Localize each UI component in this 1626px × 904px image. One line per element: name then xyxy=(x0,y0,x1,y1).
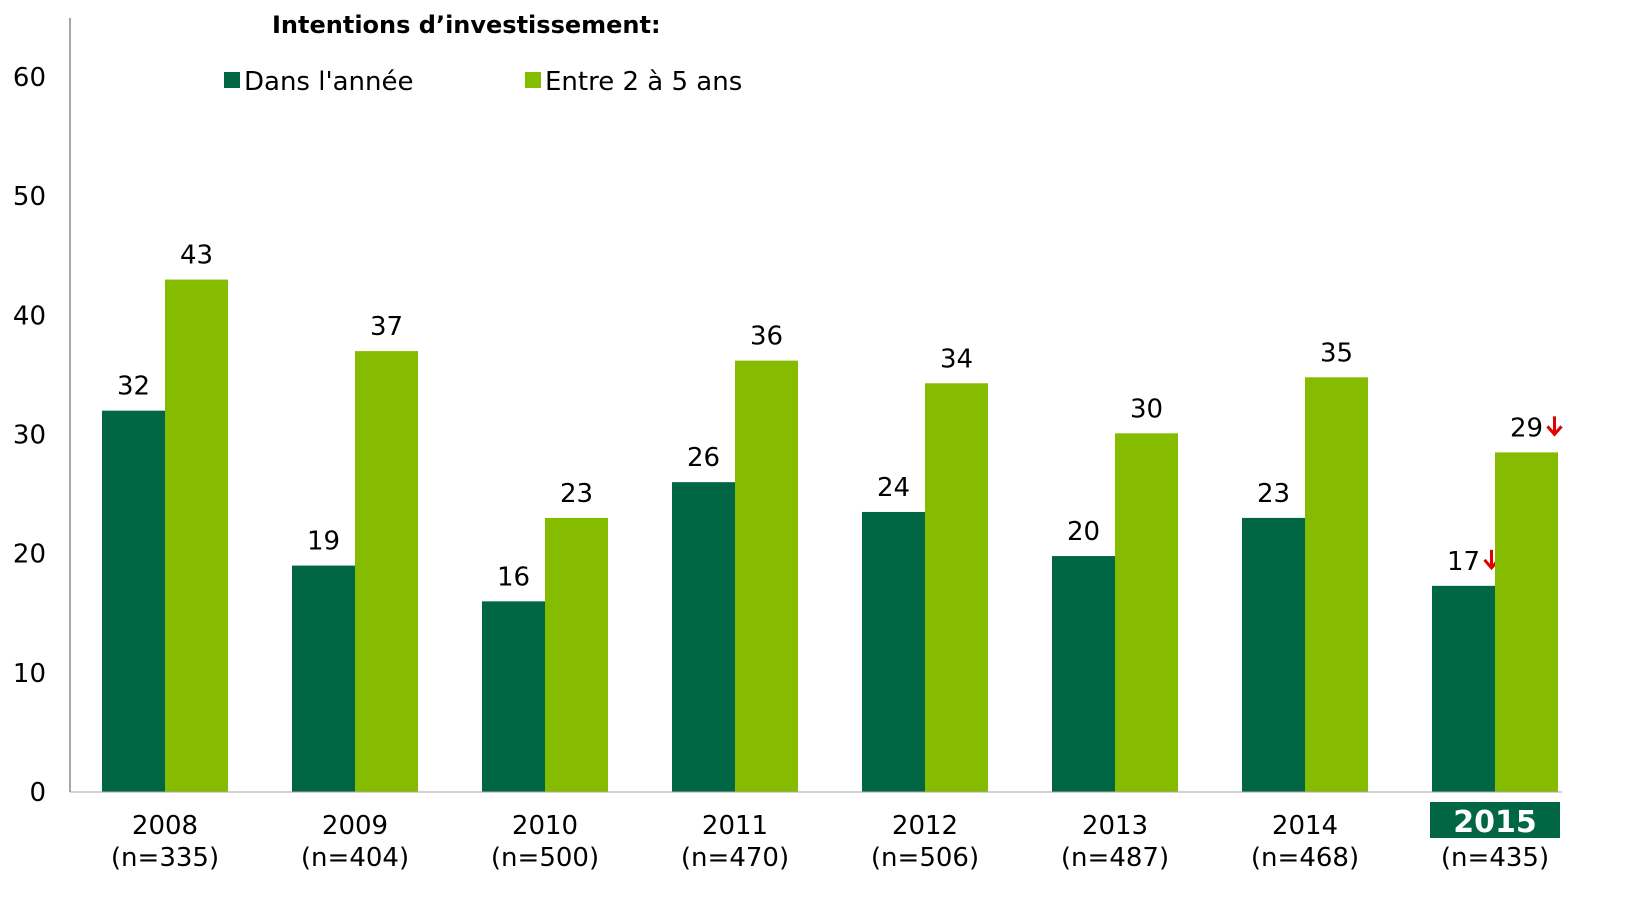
bar-dans-l-annee-2009 xyxy=(292,565,355,792)
y-tick-label: 0 xyxy=(29,778,46,808)
x-category-label-2008: 2008 xyxy=(132,811,198,841)
data-label-dans-l-annee-2012: 24 xyxy=(877,473,910,503)
x-sample-size-label-2008: (n=335) xyxy=(111,843,219,873)
y-tick-label: 40 xyxy=(13,301,46,331)
data-label-dans-l-annee-2011: 26 xyxy=(687,443,720,473)
y-tick-label: 10 xyxy=(13,659,46,689)
decrease-arrow-head xyxy=(1546,425,1563,437)
data-label-entre-2-a-5-ans-2012: 34 xyxy=(940,344,973,374)
data-label-dans-l-annee-2014: 23 xyxy=(1257,479,1290,509)
bar-entre-2-a-5-ans-2013 xyxy=(1115,433,1178,792)
bar-dans-l-annee-2015 xyxy=(1432,585,1495,792)
data-label-entre-2-a-5-ans-2011: 36 xyxy=(750,322,783,352)
bar-dans-l-annee-2012 xyxy=(862,511,925,792)
x-sample-size-label-2011: (n=470) xyxy=(681,843,789,873)
data-label-entre-2-a-5-ans-2013: 30 xyxy=(1130,394,1163,424)
data-label-dans-l-annee-2010: 16 xyxy=(497,562,530,592)
legend-label-entre-2-a-5-ans: Entre 2 à 5 ans xyxy=(545,67,742,97)
y-axis: 0 10 20 30 40 50 60 xyxy=(13,18,71,808)
bar-entre-2-a-5-ans-2012 xyxy=(925,383,988,792)
x-sample-size-label-2009: (n=404) xyxy=(301,843,409,873)
x-category-label-2015: 2015 xyxy=(1453,805,1537,840)
y-tick-label: 30 xyxy=(13,421,46,451)
x-sample-size-label-2015: (n=435) xyxy=(1441,843,1549,873)
y-tick-label: 20 xyxy=(13,540,46,570)
data-label-dans-l-annee-2008: 32 xyxy=(117,372,150,402)
data-label-dans-l-annee-2009: 19 xyxy=(307,527,340,557)
bar-dans-l-annee-2011 xyxy=(672,482,735,792)
data-label-dans-l-annee-2013: 20 xyxy=(1067,517,1100,547)
data-label-dans-l-annee-2015: 17 xyxy=(1447,547,1480,577)
highlight-year-badge xyxy=(1430,802,1560,838)
legend: Dans l'année Entre 2 à 5 ans xyxy=(224,67,742,97)
x-sample-size-label-2010: (n=500) xyxy=(491,843,599,873)
bar-dans-l-annee-2010 xyxy=(482,601,545,792)
data-label-entre-2-a-5-ans-2008: 43 xyxy=(180,241,213,271)
y-tick-label: 50 xyxy=(13,182,46,212)
x-sample-size-label-2014: (n=468) xyxy=(1251,843,1359,873)
data-label-entre-2-a-5-ans-2010: 23 xyxy=(560,479,593,509)
x-axis: 2008(n=335)2009(n=404)2010(n=500)2011(n=… xyxy=(70,791,1562,873)
bar-dans-l-annee-2013 xyxy=(1052,556,1115,792)
legend-swatch-dans-l-annee xyxy=(224,72,240,88)
data-label-entre-2-a-5-ans-2015: 29 xyxy=(1510,413,1543,443)
bar-entre-2-a-5-ans-2014 xyxy=(1305,377,1368,792)
bar-entre-2-a-5-ans-2010 xyxy=(545,517,608,792)
legend-label-dans-l-annee: Dans l'année xyxy=(244,67,414,97)
x-category-label-2014: 2014 xyxy=(1272,811,1338,841)
x-category-label-2009: 2009 xyxy=(322,811,388,841)
data-label-entre-2-a-5-ans-2014: 35 xyxy=(1320,338,1353,368)
bars: 32 43 19 37 16 23 26 36 24 34 20 30 23 35 17 29 xyxy=(102,241,1563,792)
bar-entre-2-a-5-ans-2011 xyxy=(735,360,798,792)
data-label-entre-2-a-5-ans-2009: 37 xyxy=(370,312,403,342)
decrease-arrow-icon xyxy=(1546,416,1563,437)
bar-entre-2-a-5-ans-2008 xyxy=(165,279,228,792)
x-category-label-2013: 2013 xyxy=(1082,811,1148,841)
x-category-label-2012: 2012 xyxy=(892,811,958,841)
x-category-label-2011: 2011 xyxy=(702,811,768,841)
bar-dans-l-annee-2014 xyxy=(1242,517,1305,792)
legend-swatch-entre-2-a-5-ans xyxy=(525,72,541,88)
chart-title: Intentions d’investissement: xyxy=(272,11,661,39)
y-tick-label: 60 xyxy=(13,63,46,93)
bar-entre-2-a-5-ans-2009 xyxy=(355,351,418,792)
x-category-label-2010: 2010 xyxy=(512,811,578,841)
x-sample-size-label-2013: (n=487) xyxy=(1061,843,1169,873)
bar-entre-2-a-5-ans-2015 xyxy=(1495,452,1558,792)
bar-dans-l-annee-2008 xyxy=(102,410,165,792)
x-sample-size-label-2012: (n=506) xyxy=(871,843,979,873)
